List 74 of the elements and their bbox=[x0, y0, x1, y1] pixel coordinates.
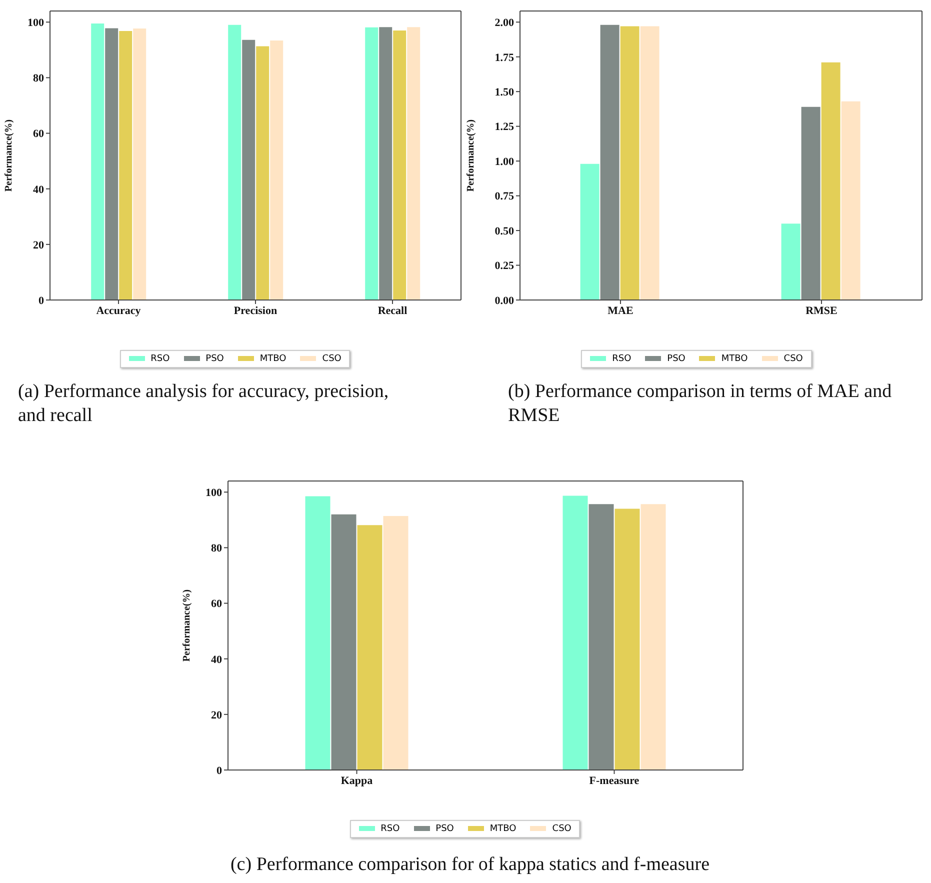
y-tick-label: 80 bbox=[211, 542, 222, 555]
bar bbox=[256, 46, 270, 300]
bar bbox=[119, 31, 132, 300]
y-axis-title: Performance(%) bbox=[182, 589, 193, 662]
y-tick-label: 0.75 bbox=[494, 190, 514, 203]
bar bbox=[640, 26, 660, 300]
text: (c) Performance comparison for of kappa statics and f-measure bbox=[229, 853, 711, 877]
bar bbox=[821, 62, 840, 300]
legend-label: CSO bbox=[784, 354, 803, 364]
y-axis-title: Performance(%) bbox=[466, 119, 477, 192]
bar bbox=[379, 27, 392, 300]
bar bbox=[640, 504, 666, 770]
bar bbox=[228, 24, 242, 300]
legend-label: MTBO bbox=[490, 824, 516, 834]
bar bbox=[331, 514, 356, 770]
y-tick-label: 0 bbox=[216, 764, 222, 777]
y-tick-label: 1.00 bbox=[494, 156, 514, 168]
x-tick-label: Precision bbox=[234, 304, 278, 317]
text: (a) Performance analysis for accuracy, precision, and recall bbox=[18, 380, 390, 428]
y-tick-label: 60 bbox=[33, 128, 44, 140]
bar bbox=[562, 496, 588, 770]
legend-label: PSO bbox=[667, 354, 686, 364]
bar bbox=[600, 24, 620, 300]
legend-label: MTBO bbox=[260, 354, 286, 364]
bar bbox=[614, 508, 640, 770]
legend-label: RSO bbox=[612, 354, 632, 364]
y-tick-label: 100 bbox=[206, 487, 222, 500]
x-tick-label: Recall bbox=[378, 304, 408, 317]
y-tick-label: 0 bbox=[38, 294, 44, 307]
y-tick-label: 0.25 bbox=[494, 260, 514, 272]
x-tick-label: F-measure bbox=[589, 774, 640, 787]
bar bbox=[393, 30, 406, 300]
legend-label: CSO bbox=[552, 824, 572, 834]
text: (b) Performance comparison in terms of MAE and RMSE bbox=[508, 380, 893, 428]
y-tick-label: 1.50 bbox=[494, 86, 514, 98]
bar bbox=[781, 224, 800, 300]
y-tick-label: 2.00 bbox=[494, 17, 514, 30]
y-tick-label: 0.50 bbox=[494, 225, 514, 238]
x-tick-label: Kappa bbox=[340, 774, 374, 787]
legend-label: PSO bbox=[206, 354, 224, 364]
y-axis-title: Performance(%) bbox=[4, 119, 15, 192]
bar bbox=[801, 106, 820, 300]
x-tick-label: Accuracy bbox=[96, 304, 142, 317]
y-tick-label: 100 bbox=[28, 17, 44, 30]
y-tick-label: 40 bbox=[211, 654, 222, 666]
bar bbox=[407, 27, 420, 300]
bar bbox=[105, 28, 118, 300]
y-tick-label: 60 bbox=[211, 598, 222, 610]
legend-label: PSO bbox=[436, 824, 454, 834]
y-tick-label: 80 bbox=[33, 72, 44, 85]
bar bbox=[242, 40, 256, 300]
bar bbox=[133, 28, 146, 300]
legend-label: MTBO bbox=[721, 354, 748, 364]
bar bbox=[365, 27, 378, 300]
bar bbox=[357, 525, 382, 770]
bar bbox=[91, 24, 104, 300]
legend-label: RSO bbox=[150, 354, 170, 364]
x-tick-label: MAE bbox=[608, 304, 634, 317]
bar bbox=[383, 516, 408, 770]
bar bbox=[305, 496, 330, 770]
legend-label: CSO bbox=[322, 354, 342, 364]
bar bbox=[588, 504, 614, 770]
y-tick-label: 40 bbox=[33, 184, 44, 196]
y-tick-label: 1.25 bbox=[494, 121, 514, 134]
y-tick-label: 20 bbox=[33, 239, 44, 252]
y-tick-label: 0.00 bbox=[494, 294, 514, 307]
legend-label: RSO bbox=[380, 824, 400, 834]
y-tick-label: 20 bbox=[211, 709, 222, 722]
bar bbox=[270, 40, 284, 300]
y-tick-label: 1.75 bbox=[494, 52, 514, 64]
x-tick-label: RMSE bbox=[806, 304, 838, 317]
bar bbox=[841, 101, 860, 300]
bar bbox=[620, 26, 640, 300]
bar bbox=[580, 164, 600, 300]
